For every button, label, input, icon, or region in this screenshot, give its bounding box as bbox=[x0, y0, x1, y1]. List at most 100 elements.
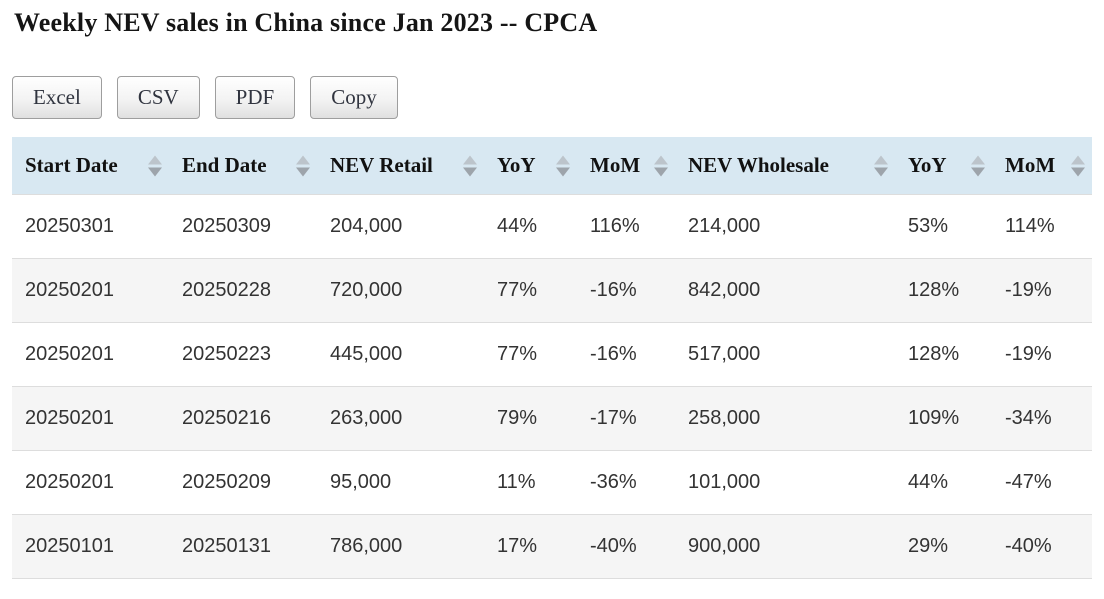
column-label: MoM bbox=[590, 153, 641, 178]
table-cell: 263,000 bbox=[317, 386, 484, 452]
table-cell: -16% bbox=[577, 322, 675, 388]
table-cell: 20250201 bbox=[12, 450, 169, 516]
table-cell: 20250223 bbox=[169, 322, 317, 388]
sort-icon bbox=[556, 155, 570, 177]
sort-icon bbox=[654, 155, 668, 177]
table-row: 20250201 20250209 95,000 11% -36% 101,000 44% -… bbox=[12, 450, 1092, 516]
sort-descending-icon bbox=[556, 167, 570, 177]
excel-button[interactable]: Excel bbox=[12, 76, 102, 120]
table-cell: 116% bbox=[577, 194, 675, 260]
table-cell: 20250301 bbox=[12, 194, 169, 260]
page: Weekly NEV sales in China since Jan 2023… bbox=[0, 8, 1104, 580]
export-toolbar: Excel CSV PDF Copy bbox=[12, 76, 1092, 120]
table-cell: 44% bbox=[895, 450, 992, 516]
table-cell: 101,000 bbox=[675, 450, 895, 516]
table-cell: 20250101 bbox=[12, 514, 169, 580]
copy-button[interactable]: Copy bbox=[310, 76, 398, 120]
table-row: 20250201 20250223 445,000 77% -16% 517,000 128… bbox=[12, 322, 1092, 388]
table-cell: 20250309 bbox=[169, 194, 317, 260]
table-cell: 258,000 bbox=[675, 386, 895, 452]
pdf-button[interactable]: PDF bbox=[214, 76, 296, 120]
table-cell: -19% bbox=[992, 258, 1092, 324]
table-row: 20250301 20250309 204,000 44% 116% 214,000 53%… bbox=[12, 194, 1092, 260]
table-cell: 900,000 bbox=[675, 514, 895, 580]
table-row: 20250201 20250216 263,000 79% -17% 258,000 109… bbox=[12, 386, 1092, 452]
column-label: YoY bbox=[908, 153, 947, 178]
column-label: Start Date bbox=[25, 153, 118, 178]
table-cell: -40% bbox=[992, 514, 1092, 580]
column-label: MoM bbox=[1005, 153, 1056, 178]
table-cell: 20250201 bbox=[12, 322, 169, 388]
sort-ascending-icon bbox=[654, 155, 668, 165]
column-label: NEV Retail bbox=[330, 153, 433, 178]
nev-sales-table: Start Date End Date NEV Retail YoY MoM NEV Wh… bbox=[12, 137, 1092, 580]
table-cell: 95,000 bbox=[317, 450, 484, 516]
table-cell: 77% bbox=[484, 322, 577, 388]
sort-icon bbox=[971, 155, 985, 177]
sort-ascending-icon bbox=[463, 155, 477, 165]
table-cell: 128% bbox=[895, 322, 992, 388]
table-row: 20250101 20250131 786,000 17% -40% 900,000 29%… bbox=[12, 514, 1092, 580]
csv-button[interactable]: CSV bbox=[116, 76, 200, 120]
table-header: Start Date End Date NEV Retail YoY MoM NEV Wh… bbox=[12, 137, 1092, 196]
sort-descending-icon bbox=[971, 167, 985, 177]
sort-icon bbox=[874, 155, 888, 177]
sort-descending-icon bbox=[654, 167, 668, 177]
table-cell: 20250131 bbox=[169, 514, 317, 580]
table-cell: 720,000 bbox=[317, 258, 484, 324]
sort-icon bbox=[296, 155, 310, 177]
sort-ascending-icon bbox=[556, 155, 570, 165]
table-cell: -16% bbox=[577, 258, 675, 324]
sort-icon bbox=[148, 155, 162, 177]
column-header-end-date[interactable]: End Date bbox=[169, 137, 317, 196]
table-cell: 20250201 bbox=[12, 258, 169, 324]
table-cell: 20250201 bbox=[12, 386, 169, 452]
column-header-nev-wholesale[interactable]: NEV Wholesale bbox=[675, 137, 895, 196]
table-cell: -17% bbox=[577, 386, 675, 452]
column-label: NEV Wholesale bbox=[688, 153, 829, 178]
table-cell: 20250228 bbox=[169, 258, 317, 324]
sort-descending-icon bbox=[463, 167, 477, 177]
sort-descending-icon bbox=[874, 167, 888, 177]
column-header-nev-retail[interactable]: NEV Retail bbox=[317, 137, 484, 196]
sort-descending-icon bbox=[296, 167, 310, 177]
table-cell: 786,000 bbox=[317, 514, 484, 580]
table-cell: -40% bbox=[577, 514, 675, 580]
column-header-mom-2[interactable]: MoM bbox=[992, 137, 1092, 196]
sort-ascending-icon bbox=[148, 155, 162, 165]
table-cell: 114% bbox=[992, 194, 1092, 260]
table-cell: 20250216 bbox=[169, 386, 317, 452]
table-header-row: Start Date End Date NEV Retail YoY MoM NEV Wh… bbox=[12, 137, 1092, 196]
table-cell: 842,000 bbox=[675, 258, 895, 324]
table-cell: -19% bbox=[992, 322, 1092, 388]
sort-icon bbox=[463, 155, 477, 177]
table-cell: 109% bbox=[895, 386, 992, 452]
table-cell: 44% bbox=[484, 194, 577, 260]
sort-descending-icon bbox=[1071, 167, 1085, 177]
column-header-yoy-2[interactable]: YoY bbox=[895, 137, 992, 196]
sort-descending-icon bbox=[148, 167, 162, 177]
table-cell: 17% bbox=[484, 514, 577, 580]
table-cell: 128% bbox=[895, 258, 992, 324]
sort-ascending-icon bbox=[971, 155, 985, 165]
table-cell: 11% bbox=[484, 450, 577, 516]
sort-ascending-icon bbox=[296, 155, 310, 165]
column-label: YoY bbox=[497, 153, 536, 178]
column-header-yoy[interactable]: YoY bbox=[484, 137, 577, 196]
sort-ascending-icon bbox=[1071, 155, 1085, 165]
column-header-start-date[interactable]: Start Date bbox=[12, 137, 169, 196]
table-cell: -36% bbox=[577, 450, 675, 516]
table-body: 20250301 20250309 204,000 44% 116% 214,000 53%… bbox=[12, 194, 1092, 580]
table-cell: -47% bbox=[992, 450, 1092, 516]
table-cell: 517,000 bbox=[675, 322, 895, 388]
table-cell: 204,000 bbox=[317, 194, 484, 260]
table-cell: 214,000 bbox=[675, 194, 895, 260]
column-header-mom[interactable]: MoM bbox=[577, 137, 675, 196]
table-cell: 77% bbox=[484, 258, 577, 324]
page-title: Weekly NEV sales in China since Jan 2023… bbox=[14, 8, 598, 37]
table-cell: -34% bbox=[992, 386, 1092, 452]
table-cell: 20250209 bbox=[169, 450, 317, 516]
table-cell: 53% bbox=[895, 194, 992, 260]
sort-ascending-icon bbox=[874, 155, 888, 165]
table-row: 20250201 20250228 720,000 77% -16% 842,000 128… bbox=[12, 258, 1092, 324]
